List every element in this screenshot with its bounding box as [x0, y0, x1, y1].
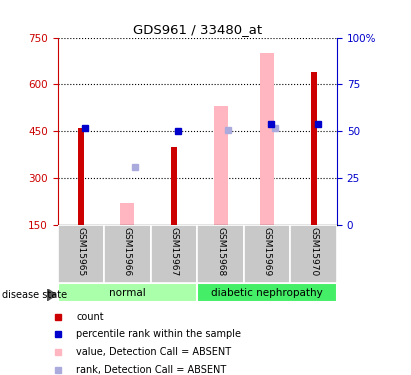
Bar — [120, 203, 134, 225]
Text: count: count — [76, 312, 104, 322]
Bar — [58, 283, 197, 302]
Bar — [197, 225, 244, 283]
Text: GSM15969: GSM15969 — [263, 227, 272, 276]
Bar — [244, 225, 291, 283]
Bar — [260, 53, 274, 225]
Text: GSM15965: GSM15965 — [76, 227, 85, 276]
Text: percentile rank within the sample: percentile rank within the sample — [76, 329, 241, 339]
Text: GSM15967: GSM15967 — [169, 227, 178, 276]
Bar — [291, 225, 337, 283]
Bar — [311, 72, 316, 225]
Bar — [171, 147, 177, 225]
Text: disease state: disease state — [2, 291, 67, 300]
Text: value, Detection Call = ABSENT: value, Detection Call = ABSENT — [76, 347, 231, 357]
Text: diabetic nephropathy: diabetic nephropathy — [211, 288, 323, 297]
Polygon shape — [47, 289, 56, 301]
Text: GSM15968: GSM15968 — [216, 227, 225, 276]
Bar — [78, 128, 83, 225]
Bar — [214, 106, 228, 225]
Title: GDS961 / 33480_at: GDS961 / 33480_at — [133, 23, 262, 36]
Text: GSM15970: GSM15970 — [309, 227, 318, 276]
Text: GSM15966: GSM15966 — [123, 227, 132, 276]
Bar — [197, 283, 337, 302]
Bar — [104, 225, 151, 283]
Text: normal: normal — [109, 288, 146, 297]
Bar — [58, 225, 104, 283]
Bar — [151, 225, 197, 283]
Text: rank, Detection Call = ABSENT: rank, Detection Call = ABSENT — [76, 365, 227, 375]
